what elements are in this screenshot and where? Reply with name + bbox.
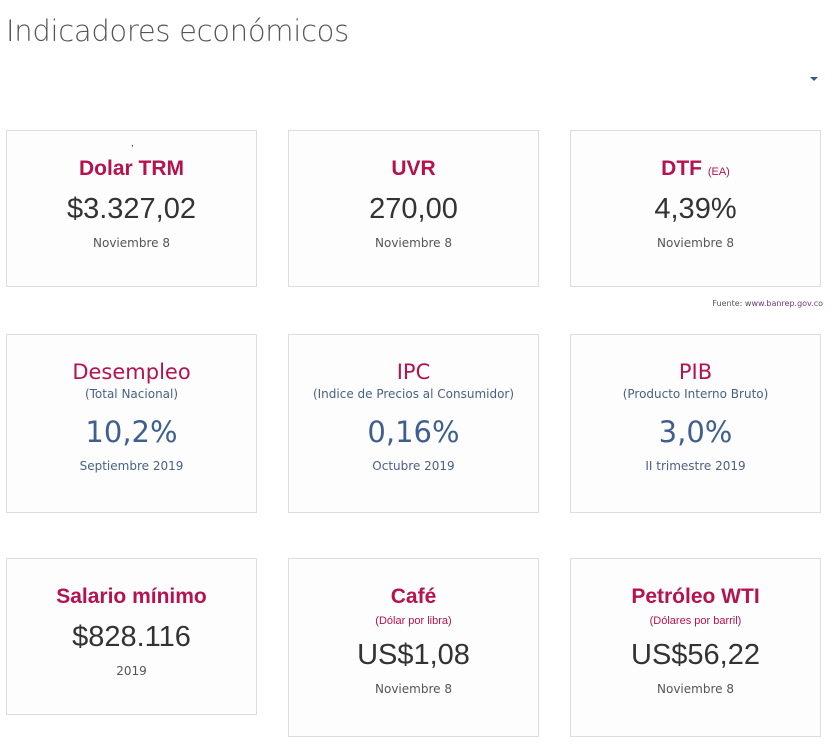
- card-petroleo-wti: Petróleo WTI (Dólares por barril) US$56,…: [570, 558, 821, 737]
- card-name-text: DTF: [661, 157, 702, 180]
- card-value: 10,2%: [85, 415, 178, 449]
- card-date: Noviembre 8: [375, 682, 452, 696]
- page-title: Indicadores económicos: [6, 14, 349, 48]
- card-name: DTF (EA): [571, 157, 820, 181]
- card-dtf: DTF (EA) 4,39% Noviembre 8: [570, 130, 821, 287]
- card-ipc: IPC (Indice de Precios al Consumidor) 0,…: [288, 334, 539, 513]
- card-name: Salario mínimo: [56, 585, 207, 608]
- card-subtitle: (Dólares por barril): [649, 615, 742, 627]
- card-value: 0,16%: [367, 415, 460, 449]
- card-date: Septiembre 2019: [79, 459, 184, 473]
- card-value: 3,0%: [658, 415, 733, 449]
- card-value: 270,00: [369, 193, 458, 225]
- card-subtitle: (Dólar por libra): [375, 615, 452, 627]
- card-uvr: UVR 270,00 Noviembre 8: [288, 130, 539, 287]
- card-name: Desempleo: [72, 360, 191, 384]
- card-value: $828.116: [72, 621, 191, 653]
- card-value: US$56,22: [631, 639, 760, 671]
- card-value: $3.327,02: [66, 193, 196, 225]
- source-link[interactable]: www.banrep.gov.co: [744, 299, 823, 308]
- card-pib: PIB (Producto Interno Bruto) 3,0% II tri…: [570, 334, 821, 513]
- card-value: 4,39%: [654, 193, 737, 225]
- card-date: II trimestre 2019: [645, 459, 746, 473]
- card-subtitle: (Indice de Precios al Consumidor): [312, 387, 515, 401]
- card-subtitle: (Producto Interno Bruto): [622, 387, 769, 401]
- card-name: Dolar TRM: [79, 157, 184, 180]
- card-desempleo: Desempleo (Total Nacional) 10,2% Septiem…: [6, 334, 257, 513]
- card-date: Noviembre 8: [657, 236, 734, 250]
- card-unit: (EA): [707, 166, 730, 178]
- card-dolar-trm: Dolar TRM $3.327,02 Noviembre 8: [6, 130, 257, 287]
- source-label: Fuente:: [712, 299, 743, 308]
- card-date: Noviembre 8: [375, 236, 452, 250]
- card-value: US$1,08: [357, 639, 470, 671]
- dropdown-caret-icon[interactable]: [810, 77, 818, 81]
- card-date: 2019: [116, 664, 147, 678]
- card-name: PIB: [678, 360, 713, 384]
- card-name: Café: [390, 585, 437, 608]
- source-note: Fuente: www.banrep.gov.co: [712, 299, 823, 308]
- card-date: Octubre 2019: [372, 459, 455, 473]
- card-salario-minimo: Salario mínimo $828.116 2019: [6, 558, 257, 715]
- card-cafe: Café (Dólar por libra) US$1,08 Noviembre…: [288, 558, 539, 737]
- card-date: Noviembre 8: [657, 682, 734, 696]
- card-subtitle: (Total Nacional): [84, 387, 179, 401]
- card-name: Petróleo WTI: [631, 585, 760, 608]
- card-date: Noviembre 8: [93, 236, 170, 250]
- card-name: UVR: [391, 157, 436, 180]
- card-name: IPC: [396, 360, 431, 384]
- stray-mark: ,: [131, 138, 134, 149]
